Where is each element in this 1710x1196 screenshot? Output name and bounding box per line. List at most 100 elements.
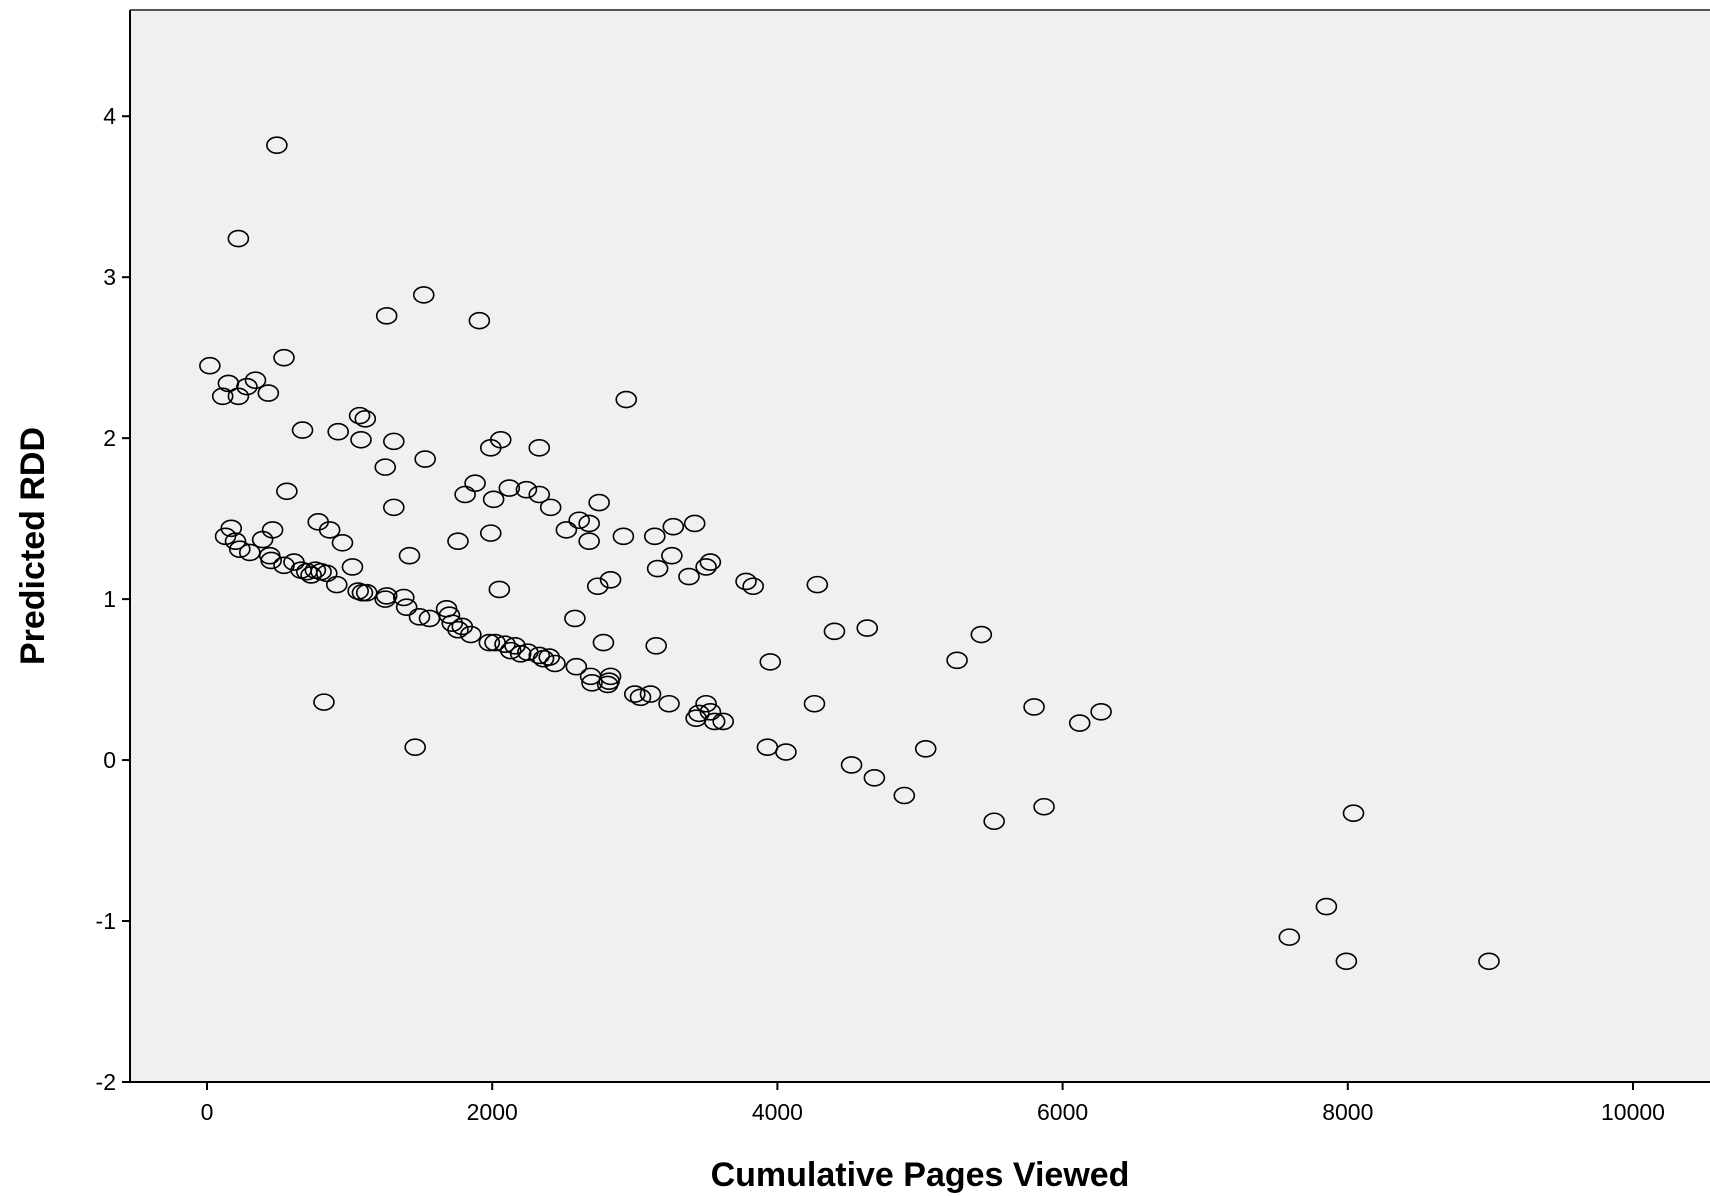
y-tick-label: 0 bbox=[103, 747, 116, 773]
plot-area bbox=[130, 10, 1710, 1082]
data-point bbox=[742, 577, 764, 596]
data-point bbox=[454, 485, 476, 504]
x-tick-label: 2000 bbox=[467, 1099, 518, 1125]
data-point bbox=[592, 633, 615, 652]
data-point bbox=[863, 768, 886, 787]
data-point bbox=[970, 625, 993, 644]
data-point bbox=[392, 588, 415, 607]
data-point bbox=[348, 406, 371, 425]
data-point bbox=[683, 514, 706, 533]
data-point bbox=[447, 620, 469, 639]
data-point bbox=[1033, 797, 1055, 816]
data-point bbox=[565, 657, 588, 676]
data-point bbox=[581, 674, 603, 692]
data-point bbox=[383, 432, 405, 451]
data-point bbox=[261, 521, 284, 539]
data-point bbox=[1278, 928, 1301, 946]
data-point bbox=[468, 311, 491, 330]
data-point bbox=[227, 387, 250, 406]
x-tick-label: 10000 bbox=[1601, 1099, 1665, 1125]
data-point bbox=[266, 136, 288, 155]
data-point bbox=[354, 410, 377, 428]
y-axis-ticks: -2 -1 0 1 2 3 4 bbox=[96, 103, 130, 1095]
data-point bbox=[646, 559, 669, 578]
data-point bbox=[244, 371, 267, 390]
data-point bbox=[479, 439, 502, 457]
data-point bbox=[914, 740, 937, 758]
data-point bbox=[539, 498, 562, 517]
data-point bbox=[1478, 952, 1500, 971]
data-point bbox=[703, 712, 726, 731]
data-point bbox=[395, 598, 418, 616]
data-point bbox=[599, 667, 622, 686]
data-point bbox=[578, 514, 600, 533]
data-point bbox=[224, 532, 247, 550]
data-point bbox=[856, 619, 879, 637]
data-point bbox=[1315, 897, 1338, 916]
data-point bbox=[331, 533, 354, 552]
x-axis-ticks: 0 2000 4000 6000 8000 10000 bbox=[201, 1082, 1665, 1125]
data-point bbox=[515, 480, 538, 499]
data-points bbox=[199, 136, 1500, 971]
x-axis-title: Cumulative Pages Viewed bbox=[711, 1156, 1130, 1194]
data-point bbox=[438, 606, 461, 625]
y-axis-title: Predicted RDD bbox=[14, 427, 52, 665]
data-point bbox=[586, 577, 609, 596]
data-point bbox=[479, 524, 502, 542]
data-point bbox=[313, 693, 335, 711]
x-tick-label: 0 bbox=[201, 1099, 214, 1125]
data-point bbox=[946, 651, 968, 670]
data-point bbox=[624, 685, 646, 703]
data-point bbox=[350, 430, 372, 449]
data-point bbox=[823, 622, 846, 641]
data-point bbox=[775, 743, 797, 761]
data-point bbox=[273, 348, 295, 367]
data-point bbox=[615, 390, 638, 409]
data-point bbox=[528, 485, 551, 504]
data-point bbox=[643, 527, 666, 546]
data-point bbox=[488, 580, 511, 599]
y-tick-label: -1 bbox=[96, 908, 116, 934]
data-point bbox=[803, 694, 826, 713]
data-point bbox=[199, 356, 221, 375]
data-point bbox=[544, 654, 566, 673]
data-point bbox=[599, 571, 622, 589]
data-point bbox=[662, 517, 685, 536]
data-point bbox=[236, 377, 258, 396]
data-point bbox=[564, 609, 586, 628]
data-point bbox=[699, 702, 722, 721]
data-point bbox=[645, 636, 667, 655]
data-point bbox=[499, 641, 522, 660]
data-point bbox=[412, 286, 435, 304]
data-point bbox=[759, 653, 782, 671]
data-point bbox=[276, 482, 298, 501]
data-point bbox=[257, 384, 280, 402]
y-tick-label: 1 bbox=[103, 586, 116, 612]
data-point bbox=[341, 558, 364, 576]
data-point bbox=[1068, 714, 1091, 732]
data-point bbox=[375, 587, 398, 605]
data-point bbox=[695, 694, 717, 713]
data-point bbox=[695, 558, 717, 576]
data-point bbox=[460, 625, 482, 644]
data-point bbox=[447, 532, 469, 550]
data-point bbox=[327, 422, 349, 441]
data-point bbox=[498, 479, 521, 497]
data-point bbox=[568, 511, 590, 530]
data-point bbox=[1090, 702, 1112, 721]
data-point bbox=[478, 633, 501, 652]
data-point bbox=[688, 704, 710, 723]
data-point bbox=[414, 450, 436, 468]
data-point bbox=[639, 685, 662, 703]
data-point bbox=[1023, 698, 1045, 716]
data-point bbox=[375, 307, 398, 325]
data-point bbox=[347, 582, 369, 600]
data-point bbox=[893, 786, 916, 805]
data-point bbox=[806, 575, 829, 594]
y-tick-label: 2 bbox=[103, 425, 116, 451]
data-point bbox=[555, 521, 578, 539]
data-point bbox=[227, 229, 250, 248]
data-point bbox=[678, 567, 700, 586]
data-point bbox=[629, 688, 652, 707]
